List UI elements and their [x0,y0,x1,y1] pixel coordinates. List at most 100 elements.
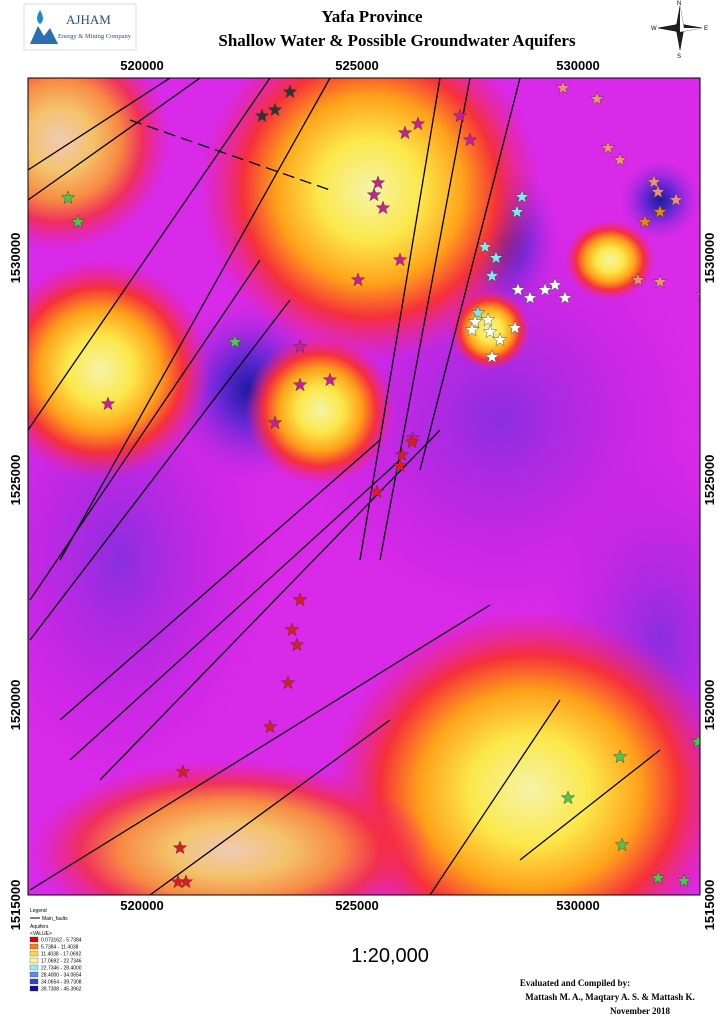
location-star [557,290,573,305]
location-star [650,870,666,885]
location-star [262,719,278,734]
compass-n: N [677,1,681,7]
location-star [470,305,486,320]
x-coord-label: 520000 [120,58,163,73]
legend-fault: Main_faults [42,916,68,922]
y-coord-label: 1520000 [702,680,717,731]
legend-swatch [29,985,39,992]
location-star [404,434,420,449]
location-star [646,174,662,189]
legend-class: 39.7308 - 45.3962 [41,987,82,993]
location-star [375,200,391,215]
legend-class: 22.7346 - 28.4000 [41,966,82,972]
location-star [652,204,668,219]
location-star [477,239,493,254]
location-star [462,132,478,147]
y-coord-label: 1525000 [8,455,23,506]
logo: AJHAM Energy & Mining Company [23,3,137,51]
location-star [488,250,504,265]
location-star [612,749,628,764]
credits-heading: Evaluated and Compiled by: [520,978,630,988]
legend-class: 17.0692 - 22.7346 [41,959,82,965]
x-coord-label: 520000 [120,898,163,913]
y-coord-label: 1515000 [702,880,717,931]
location-star [172,840,188,855]
north-arrow: N E S W [651,1,708,60]
location-star [292,339,308,354]
location-star [676,873,692,888]
location-star [589,91,605,106]
location-star [652,274,668,289]
location-star [392,458,408,473]
location-star [690,734,700,749]
location-star [514,189,530,204]
location-star [555,80,571,95]
y-coord-label: 1530000 [8,233,23,284]
location-star [510,282,526,297]
location-star [637,214,653,229]
location-star [668,192,684,207]
location-star [600,140,616,155]
x-coord-label: 530000 [556,898,599,913]
location-star [227,334,243,349]
location-star [100,396,116,411]
legend-swatch [29,964,39,971]
location-star [284,622,300,637]
y-coord-label: 1520000 [8,680,23,731]
location-star [292,377,308,392]
legend-swatch [29,936,39,943]
location-star [482,324,498,339]
legend-swatch [29,943,39,950]
legend-swatch [29,971,39,978]
legend-title: Legend [30,908,47,914]
logo-subtitle: Energy & Mining Company [58,33,132,40]
location-star [366,187,382,202]
legend-class: 34.0654 - 39.7308 [41,980,82,986]
y-coord-label: 1515000 [8,880,23,931]
location-star [282,84,298,99]
location-star [392,252,408,267]
location-star [292,592,308,607]
location-star [560,790,576,805]
location-star [267,102,283,117]
location-star [60,190,76,205]
legend: Legend Main_faults Aquifers <VALUE> 0.07… [29,908,82,993]
legend-class: 28.4000 - 34.0654 [41,973,82,979]
legend-aquifers: Aquifers [30,924,49,930]
location-star [630,272,646,287]
location-star [397,125,413,140]
location-star [484,349,500,364]
location-star [537,282,553,297]
location-star [280,675,296,690]
legend-swatch [29,978,39,985]
location-star [547,277,563,292]
location-star [509,204,525,219]
location-star [612,152,628,167]
location-star [394,447,410,462]
location-star [480,312,496,327]
location-star [369,484,385,499]
location-star [467,314,483,329]
title: Yafa Province [321,7,423,26]
legend-class: 11.4038 - 17.0692 [41,952,81,958]
scale: 1:20,000 [351,945,429,967]
location-star [170,874,186,889]
legend-swatch [29,957,39,964]
legend-field: <VALUE> [30,931,52,937]
faults [28,78,661,895]
y-coord-label: 1530000 [702,233,717,284]
credits-date: November 2018 [610,1006,671,1016]
legend-class: 5.7384 - 11.4038 [41,945,79,951]
location-star [350,272,366,287]
location-star [484,268,500,283]
location-star [254,108,270,123]
location-star [410,116,426,131]
x-coord-label: 530000 [556,58,599,73]
location-star [322,372,338,387]
location-star [267,415,283,430]
location-star [507,320,523,335]
legend-class: 0.073162 - 5.7384 [41,938,82,944]
compass-s: S [677,54,681,60]
compass-e: E [704,26,708,32]
